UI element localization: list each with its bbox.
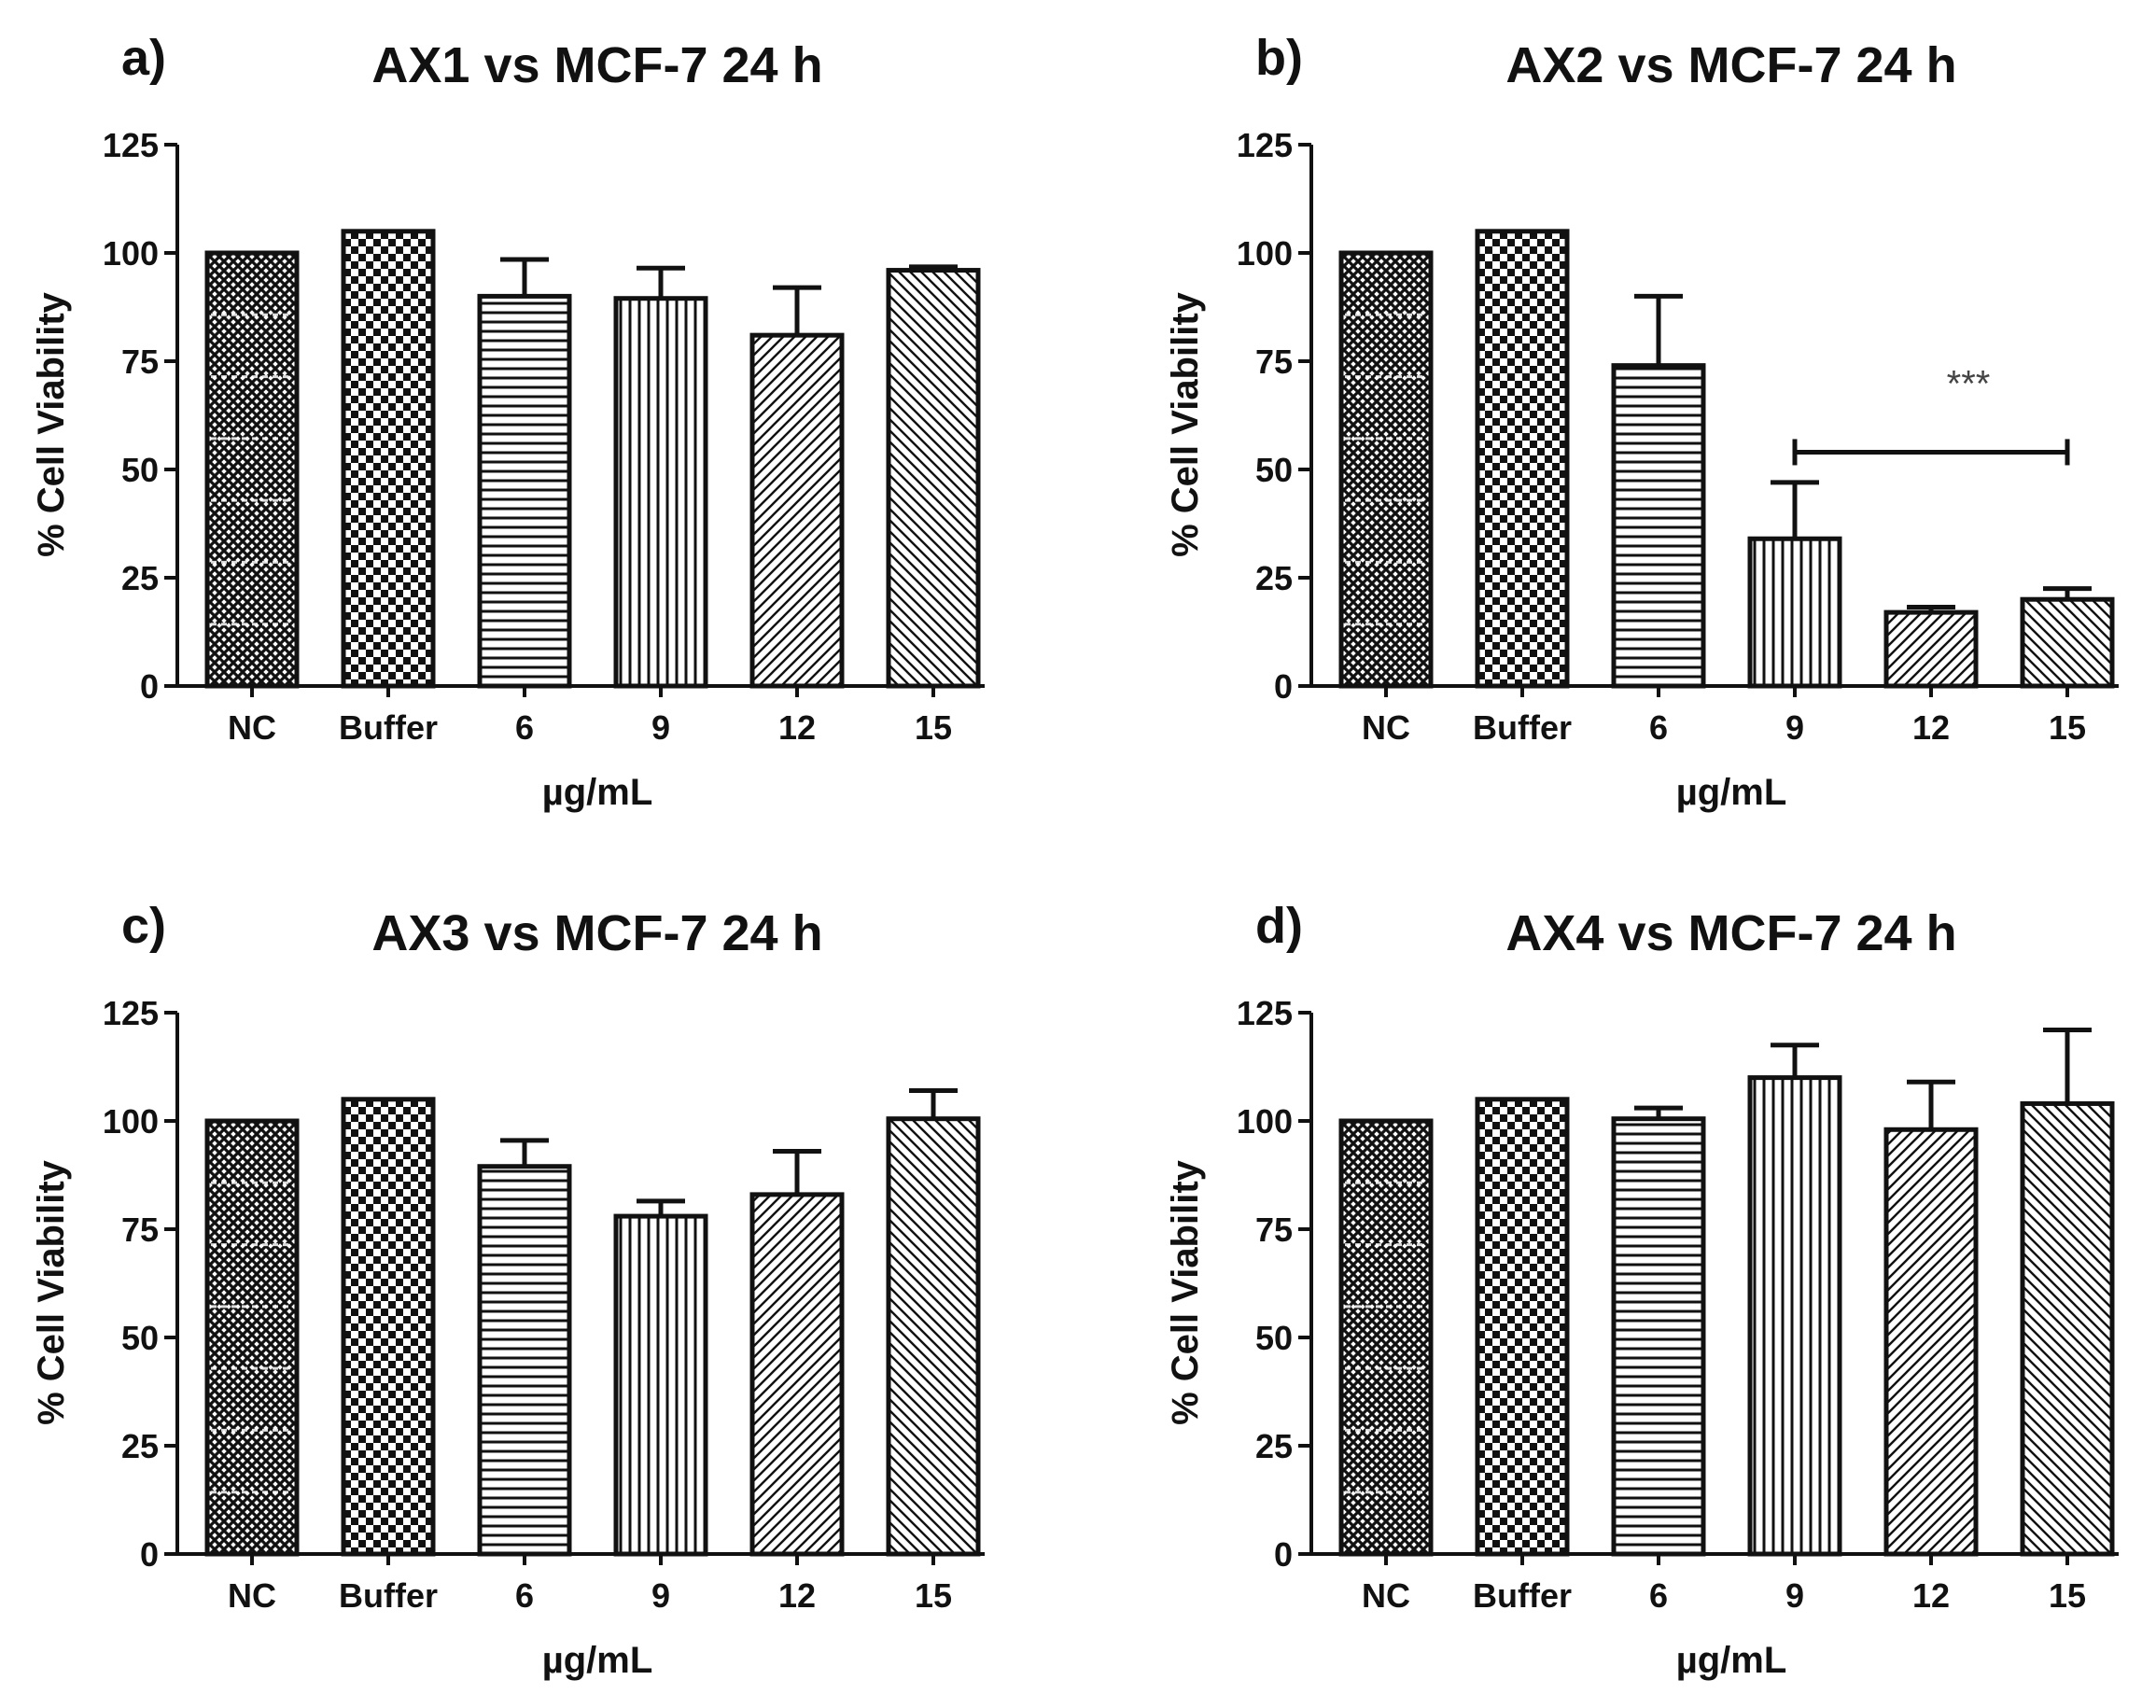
panel-title: AX4 vs MCF-7 24 h xyxy=(1505,905,1956,961)
panel-2: c) AX3 vs MCF-7 24 h 0 25 50 75 100 125 % Cell V… xyxy=(31,898,985,1681)
y-tick-label: 0 xyxy=(1274,667,1293,706)
x-tick-label: Buffer xyxy=(1473,1576,1572,1615)
y-tick-label: 50 xyxy=(1255,1319,1293,1357)
panel-title: AX3 vs MCF-7 24 h xyxy=(371,905,822,961)
x-tick-label: 6 xyxy=(1649,1576,1668,1615)
y-tick-label: 125 xyxy=(1237,126,1293,164)
bar-6 xyxy=(1611,1116,1706,1557)
x-tick-label: 12 xyxy=(778,1576,816,1615)
bar-6 xyxy=(1611,363,1706,689)
bar-Buffer xyxy=(341,229,436,689)
x-tick-label: NC xyxy=(1362,1576,1410,1615)
bar-Buffer xyxy=(1475,229,1570,689)
bar-NC xyxy=(1338,250,1434,689)
y-tick-label: 0 xyxy=(140,667,159,706)
x-tick-label: NC xyxy=(1362,708,1410,747)
y-tick-label: 25 xyxy=(1255,1427,1293,1465)
y-tick-label: 75 xyxy=(121,1211,159,1249)
x-tick-label: 9 xyxy=(1785,708,1804,747)
panel-3: d) AX4 vs MCF-7 24 h 0 25 50 75 100 125 % Cell V… xyxy=(1165,898,2119,1681)
y-tick-label: 25 xyxy=(121,559,159,597)
y-tick-label: 25 xyxy=(1255,559,1293,597)
panel-title: AX2 vs MCF-7 24 h xyxy=(1505,37,1956,93)
x-axis-label: µg/mL xyxy=(542,772,653,813)
bar-9 xyxy=(1747,536,1842,689)
y-tick-label: 75 xyxy=(121,343,159,381)
y-tick-label: 25 xyxy=(121,1427,159,1465)
x-tick-label: NC xyxy=(228,708,276,747)
bar-12 xyxy=(749,332,845,689)
y-tick-label: 125 xyxy=(1237,994,1293,1032)
x-tick-label: 6 xyxy=(1649,708,1668,747)
x-tick-label: Buffer xyxy=(1473,708,1572,747)
y-tick-label: 100 xyxy=(103,1102,159,1141)
y-axis-label: % Cell Viability xyxy=(1165,291,1206,557)
y-tick-label: 100 xyxy=(1237,1102,1293,1141)
bar-15 xyxy=(2020,596,2115,689)
y-tick-label: 75 xyxy=(1255,1211,1293,1249)
bar-6 xyxy=(477,1164,572,1557)
significance-label: *** xyxy=(1947,363,1991,404)
bar-12 xyxy=(1883,609,1979,689)
bar-NC xyxy=(204,1118,300,1557)
panel-letter: c) xyxy=(121,898,166,954)
bar-12 xyxy=(749,1192,845,1557)
y-axis-label: % Cell Viability xyxy=(1165,1159,1206,1425)
y-tick-label: 0 xyxy=(1274,1535,1293,1574)
x-tick-label: Buffer xyxy=(339,1576,438,1615)
bar-15 xyxy=(2020,1100,2115,1557)
x-axis-label: µg/mL xyxy=(1676,772,1787,813)
y-axis-label: % Cell Viability xyxy=(31,1159,72,1425)
panel-1: b) AX2 vs MCF-7 24 h 0 25 50 75 100 125 % Cell V… xyxy=(1165,30,2119,813)
y-tick-label: 50 xyxy=(1255,451,1293,489)
bar-Buffer xyxy=(1475,1097,1570,1557)
x-tick-label: 15 xyxy=(915,1576,952,1615)
bar-NC xyxy=(1338,1118,1434,1557)
x-axis-label: µg/mL xyxy=(1676,1640,1787,1681)
x-tick-label: 12 xyxy=(1912,1576,1950,1615)
bar-9 xyxy=(613,296,708,689)
x-tick-label: 9 xyxy=(651,1576,670,1615)
y-tick-label: 125 xyxy=(103,126,159,164)
x-tick-label: 6 xyxy=(515,708,534,747)
y-tick-label: 0 xyxy=(140,1535,159,1574)
panel-0: a) AX1 vs MCF-7 24 h 0 25 50 75 100 125 % Cell V… xyxy=(31,30,985,813)
y-tick-label: 50 xyxy=(121,451,159,489)
x-axis-label: µg/mL xyxy=(542,1640,653,1681)
bar-NC xyxy=(204,250,300,689)
x-tick-label: 15 xyxy=(2049,1576,2086,1615)
bar-12 xyxy=(1883,1127,1979,1557)
y-tick-label: 50 xyxy=(121,1319,159,1357)
y-tick-label: 100 xyxy=(103,234,159,273)
bar-9 xyxy=(613,1213,708,1557)
panel-title: AX1 vs MCF-7 24 h xyxy=(371,37,822,93)
y-axis-label: % Cell Viability xyxy=(31,291,72,557)
bar-15 xyxy=(886,268,981,689)
y-tick-label: 75 xyxy=(1255,343,1293,381)
bar-9 xyxy=(1747,1075,1842,1557)
panel-letter: b) xyxy=(1255,30,1303,86)
y-tick-label: 100 xyxy=(1237,234,1293,273)
x-tick-label: Buffer xyxy=(339,708,438,747)
x-tick-label: 15 xyxy=(915,708,952,747)
x-tick-label: 12 xyxy=(1912,708,1950,747)
bar-Buffer xyxy=(341,1097,436,1557)
x-tick-label: 15 xyxy=(2049,708,2086,747)
bar-6 xyxy=(477,293,572,689)
panel-letter: d) xyxy=(1255,898,1303,954)
x-tick-label: 9 xyxy=(651,708,670,747)
panel-letter: a) xyxy=(121,30,166,86)
x-tick-label: NC xyxy=(228,1576,276,1615)
x-tick-label: 12 xyxy=(778,708,816,747)
x-tick-label: 9 xyxy=(1785,1576,1804,1615)
y-tick-label: 125 xyxy=(103,994,159,1032)
x-tick-label: 6 xyxy=(515,1576,534,1615)
bar-15 xyxy=(886,1116,981,1557)
